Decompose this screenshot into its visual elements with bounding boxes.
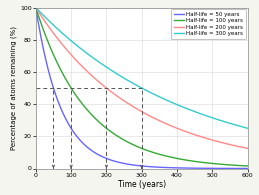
Y-axis label: Percentage of atoms remaining (%): Percentage of atoms remaining (%) bbox=[11, 26, 17, 150]
Half-life = 50 years bbox=[34, 6, 37, 9]
Half-life = 300 years bbox=[240, 125, 243, 128]
Half-life = 50 years bbox=[201, 167, 204, 169]
Line: Half-life = 300 years: Half-life = 300 years bbox=[36, 8, 248, 128]
Legend: Half-life = 50 years, Half-life = 100 years, Half-life = 200 years, Half-life = : Half-life = 50 years, Half-life = 100 ye… bbox=[171, 9, 246, 39]
Half-life = 300 years bbox=[137, 85, 140, 88]
Half-life = 200 years bbox=[34, 6, 37, 9]
Half-life = 100 years bbox=[45, 37, 48, 40]
Half-life = 50 years bbox=[137, 165, 140, 167]
X-axis label: Time (years): Time (years) bbox=[118, 180, 166, 190]
Half-life = 100 years bbox=[246, 165, 249, 167]
Half-life = 200 years bbox=[137, 109, 140, 111]
Half-life = 200 years bbox=[132, 105, 135, 108]
Half-life = 300 years bbox=[201, 113, 204, 116]
Half-life = 300 years bbox=[240, 125, 243, 128]
Half-life = 200 years bbox=[45, 23, 48, 25]
Half-life = 100 years bbox=[132, 144, 135, 146]
Half-life = 50 years bbox=[132, 164, 135, 166]
Half-life = 100 years bbox=[240, 165, 243, 167]
Half-life = 50 years bbox=[45, 62, 48, 64]
Half-life = 50 years bbox=[240, 167, 243, 170]
Half-life = 200 years bbox=[240, 146, 243, 148]
Half-life = 200 years bbox=[246, 147, 249, 150]
Half-life = 100 years bbox=[137, 146, 140, 148]
Half-life = 100 years bbox=[201, 161, 204, 164]
Half-life = 200 years bbox=[201, 136, 204, 138]
Half-life = 300 years bbox=[246, 127, 249, 129]
Line: Half-life = 50 years: Half-life = 50 years bbox=[36, 8, 248, 168]
Half-life = 300 years bbox=[45, 17, 48, 20]
Line: Half-life = 200 years: Half-life = 200 years bbox=[36, 8, 248, 148]
Half-life = 50 years bbox=[246, 167, 249, 170]
Half-life = 100 years bbox=[34, 6, 37, 9]
Half-life = 300 years bbox=[132, 82, 135, 85]
Half-life = 50 years bbox=[240, 167, 243, 170]
Half-life = 100 years bbox=[240, 165, 243, 167]
Half-life = 200 years bbox=[240, 146, 243, 148]
Line: Half-life = 100 years: Half-life = 100 years bbox=[36, 8, 248, 166]
Half-life = 300 years bbox=[34, 6, 37, 9]
